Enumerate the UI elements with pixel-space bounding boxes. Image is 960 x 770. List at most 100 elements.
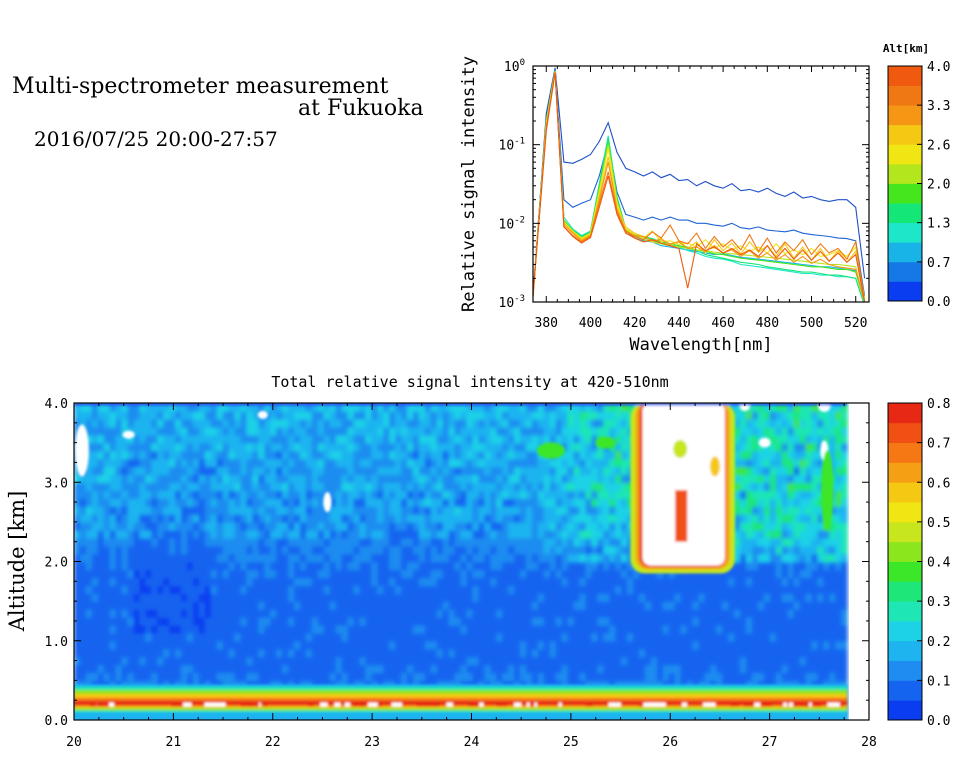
intensity-colorbar-segment bbox=[888, 680, 922, 701]
heatmap-x-tick-label: 20 bbox=[66, 735, 82, 750]
heatmap-y-tick-label: 4.0 bbox=[45, 397, 68, 412]
heatmap-surface-saturation bbox=[204, 702, 217, 707]
intensity-colorbar-label: 0.5 bbox=[927, 516, 950, 531]
altitude-colorbar-segment bbox=[888, 203, 922, 224]
spectrum-line-12 bbox=[533, 72, 866, 302]
spectra-x-tick-label: 400 bbox=[579, 316, 602, 331]
heatmap-area bbox=[74, 403, 848, 720]
heatmap-surface-band bbox=[74, 700, 848, 705]
heatmap-x-tick-label: 22 bbox=[265, 735, 281, 750]
heatmap-surface-saturation bbox=[655, 702, 666, 707]
heatmap-x-tick-label: 23 bbox=[364, 735, 380, 750]
heatmap-surface-saturation bbox=[761, 702, 772, 707]
intensity-colorbar-segment bbox=[888, 700, 922, 721]
altitude-colorbar-segment bbox=[888, 183, 922, 204]
heatmap-surface-saturation bbox=[529, 702, 535, 707]
saturated-patch bbox=[323, 492, 332, 513]
saturated-plume bbox=[642, 403, 725, 566]
intensity-colorbar-segment bbox=[888, 601, 922, 622]
heatmap-surface-saturation bbox=[216, 702, 226, 707]
spectra-y-tick-label: 10-1 bbox=[499, 137, 526, 154]
heatmap-surface-saturation bbox=[643, 702, 653, 707]
spectra-x-tick-label: 380 bbox=[535, 316, 558, 331]
heatmap-surface-saturation bbox=[702, 702, 716, 707]
heatmap-surface-saturation bbox=[90, 702, 97, 707]
altitude-colorbar-segment bbox=[888, 105, 922, 126]
heatmap-surface-saturation bbox=[479, 702, 484, 707]
intensity-colorbar-segment bbox=[888, 482, 922, 503]
spectrum-line-2 bbox=[533, 69, 866, 296]
spectra-y-tick-label: 100 bbox=[504, 58, 525, 75]
spectrum-line-4 bbox=[533, 70, 865, 302]
altitude-colorbar-segment bbox=[888, 261, 922, 282]
intensity-colorbar-label: 0.3 bbox=[927, 595, 950, 610]
heatmap-x-tick-label: 21 bbox=[166, 735, 182, 750]
intensity-colorbar-segment bbox=[888, 620, 922, 642]
heatmap-surface-saturation bbox=[109, 702, 115, 707]
heatmap-surface-saturation bbox=[638, 702, 645, 707]
heatmap-top-edge bbox=[74, 403, 848, 406]
heatmap-surface-saturation bbox=[431, 702, 440, 707]
intensity-colorbar-label: 0.8 bbox=[927, 397, 950, 412]
spectra-y-axis-label: Relative signal intensity bbox=[459, 56, 479, 312]
altitude-colorbar-segment bbox=[888, 242, 922, 263]
heatmap-x-tick-label: 27 bbox=[762, 735, 778, 750]
heatmap-y-tick-label: 1.0 bbox=[45, 635, 68, 650]
heatmap-y-tick-label: 0.0 bbox=[45, 714, 68, 729]
heatmap-surface-saturation bbox=[376, 702, 383, 707]
heatmap-surface-saturation bbox=[421, 702, 435, 707]
heatmap-surface-saturation bbox=[416, 702, 423, 707]
intensity-colorbar-label: 0.6 bbox=[927, 476, 950, 491]
enhanced-patch bbox=[821, 450, 834, 531]
heatmap-y-axis-label: Altitude [km] bbox=[5, 491, 29, 633]
intensity-colorbar-label: 0.4 bbox=[927, 556, 951, 571]
main-title-line2: at Fukuoka bbox=[298, 96, 424, 121]
plume-inner-spot bbox=[673, 439, 688, 458]
heatmap-surface-saturation bbox=[783, 702, 787, 707]
altitude-colorbar-label: 3.3 bbox=[927, 99, 950, 114]
heatmap-y-tick-label: 3.0 bbox=[45, 476, 68, 491]
altitude-colorbar-segment bbox=[888, 124, 922, 145]
spectra-y-axis: 10-3 10-2 10-1 100 bbox=[499, 58, 869, 311]
heatmap-surface-saturation bbox=[743, 702, 753, 707]
spectra-series-group bbox=[533, 67, 866, 302]
intensity-colorbar-label: 0.2 bbox=[927, 635, 950, 650]
heatmap-surface-saturation bbox=[96, 702, 109, 707]
plume-inner-edge bbox=[709, 456, 720, 477]
intensity-colorbar-segment bbox=[888, 640, 922, 661]
spectra-x-tick-label: 500 bbox=[800, 316, 823, 331]
altitude-colorbar: 0.0 0.7 1.3 2.0 2.6 3.3 4.0 bbox=[887, 60, 950, 310]
heatmap-surface-saturation bbox=[815, 702, 820, 707]
heatmap-surface-saturation bbox=[513, 702, 522, 707]
saturated-patch bbox=[74, 424, 89, 477]
plume-inner-streak bbox=[675, 490, 688, 542]
altitude-colorbar-label: 4.0 bbox=[927, 60, 950, 75]
intensity-colorbar-segment bbox=[888, 581, 922, 602]
altitude-colorbar-segment bbox=[888, 281, 922, 302]
intensity-colorbar-segment bbox=[888, 502, 922, 523]
altitude-colorbar-label: 2.0 bbox=[927, 178, 950, 193]
spectrum-line-6 bbox=[533, 71, 866, 302]
heatmap-surface-saturation bbox=[249, 702, 254, 707]
heatmap-features bbox=[74, 403, 848, 720]
heatmap-surface-saturation bbox=[839, 702, 844, 707]
intensity-colorbar-segment bbox=[888, 422, 922, 444]
heatmap-surface-saturation bbox=[681, 702, 687, 707]
saturated-patch bbox=[758, 437, 771, 448]
spectrum-line-10 bbox=[533, 71, 866, 302]
heatmap-surface-saturation bbox=[468, 702, 480, 707]
spectra-x-tick-label: 460 bbox=[711, 316, 734, 331]
heatmap-surface-saturation bbox=[308, 702, 314, 707]
heatmap-surface-saturation bbox=[788, 702, 796, 707]
intensity-colorbar-segment bbox=[888, 442, 922, 463]
spectrum-line-11 bbox=[533, 72, 866, 302]
heatmap-surface-saturation bbox=[179, 702, 192, 707]
altitude-colorbar-segment bbox=[888, 222, 922, 243]
intensity-colorbar-label: 0.0 bbox=[927, 714, 950, 729]
spectra-x-tick-label: 480 bbox=[756, 316, 779, 331]
intensity-colorbar: 0.0 0.1 0.2 0.3 0.4 0.5 0.6 0.7 0.8 bbox=[887, 397, 951, 729]
altitude-colorbar-label: 0.0 bbox=[927, 295, 950, 310]
heatmap-surface-saturation bbox=[391, 702, 403, 707]
spectrum-line-9 bbox=[533, 71, 866, 302]
